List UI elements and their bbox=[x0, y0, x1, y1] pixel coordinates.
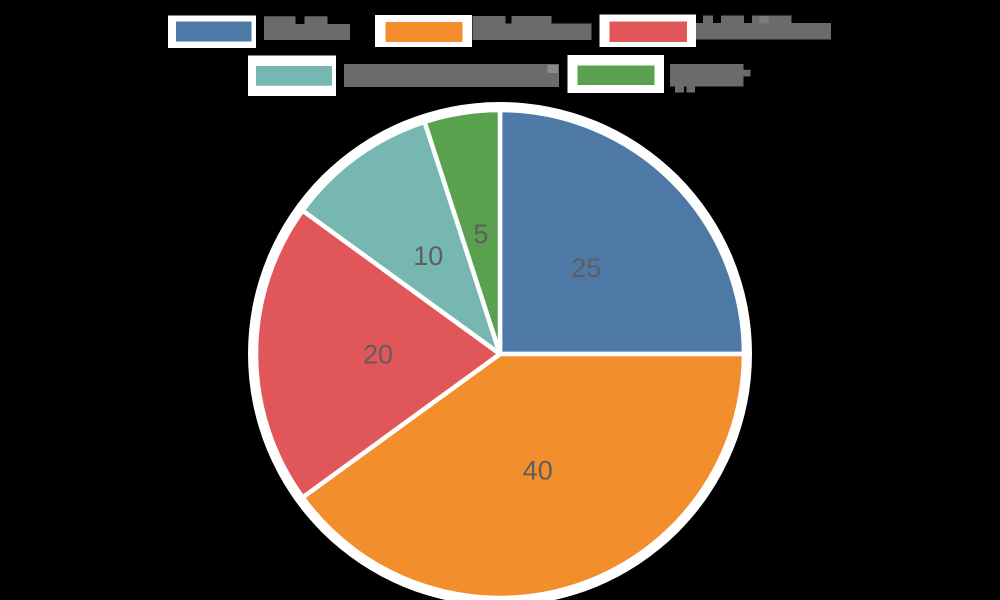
svg-text:40: 40 bbox=[523, 456, 553, 486]
svg-text:25: 25 bbox=[571, 253, 601, 283]
svg-text:10: 10 bbox=[413, 241, 443, 271]
svg-text:20: 20 bbox=[363, 340, 393, 370]
svg-text:5: 5 bbox=[473, 219, 488, 249]
